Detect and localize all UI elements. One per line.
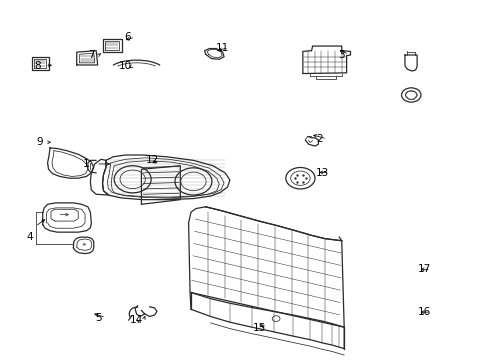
Text: 12: 12 <box>145 156 159 165</box>
Text: 8: 8 <box>35 61 41 71</box>
Text: 13: 13 <box>315 168 328 178</box>
Text: 11: 11 <box>216 43 229 53</box>
Text: 15: 15 <box>252 323 265 333</box>
Text: 1: 1 <box>83 159 90 169</box>
Text: 9: 9 <box>36 138 42 148</box>
Text: 17: 17 <box>417 264 430 274</box>
Text: 16: 16 <box>417 307 430 317</box>
Text: 2: 2 <box>316 134 323 144</box>
Text: 14: 14 <box>130 315 143 325</box>
Text: 7: 7 <box>88 50 95 60</box>
Text: 4: 4 <box>26 232 33 242</box>
Text: 3: 3 <box>338 50 345 60</box>
Text: 6: 6 <box>124 32 131 42</box>
Text: 5: 5 <box>95 312 102 323</box>
Text: 10: 10 <box>119 61 132 71</box>
